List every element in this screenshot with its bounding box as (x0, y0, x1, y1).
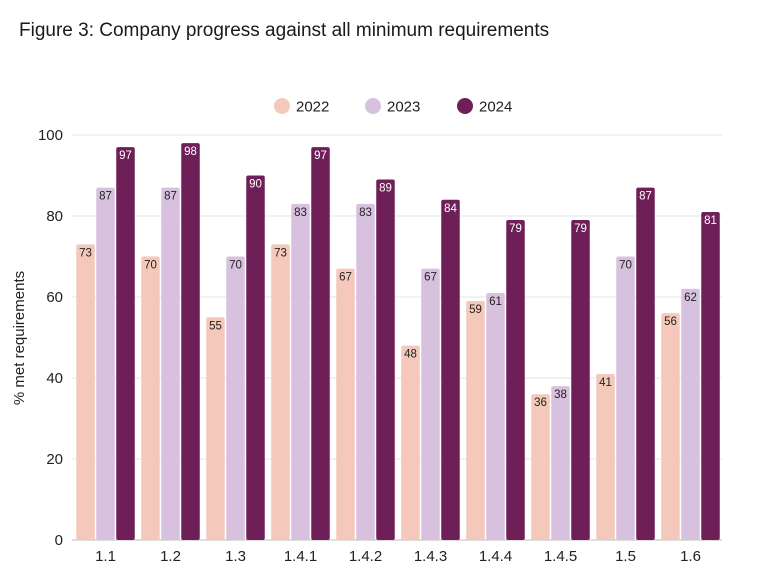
bar-2024-1.4.3 (441, 199, 460, 541)
x-tick-label: 1.2 (160, 548, 181, 565)
y-tick-label: 60 (46, 289, 63, 306)
x-tick-label: 1.4.3 (414, 548, 447, 565)
data-label: 81 (704, 215, 717, 227)
bar-2024-1.4.1 (311, 147, 330, 540)
data-label: 73 (79, 247, 92, 259)
legend: 2022 2023 2024 (274, 98, 512, 116)
bar-2022-1.5 (596, 373, 615, 540)
bar-2022-1.1 (76, 244, 95, 540)
data-label: 89 (379, 183, 392, 195)
legend-swatch-2024 (457, 98, 473, 114)
x-tick-label: 1.5 (615, 548, 636, 565)
data-label: 98 (184, 146, 197, 158)
data-label: 90 (249, 179, 262, 191)
x-tick-label: 1.4.1 (284, 548, 317, 565)
y-axis-label: % met requirements (11, 271, 28, 405)
y-tick-label: 100 (38, 127, 63, 144)
data-label: 70 (229, 260, 242, 272)
chart-title: Figure 3: Company progress against all m… (19, 20, 550, 41)
bar-2024-1.4.5 (571, 220, 590, 541)
bar-2023-1.4.3 (421, 268, 440, 540)
data-label: 59 (469, 304, 482, 316)
data-label: 83 (294, 207, 307, 219)
legend-label-2024: 2024 (479, 99, 512, 116)
data-label: 61 (489, 296, 502, 308)
bar-2023-1.4.2 (356, 203, 375, 540)
data-label: 84 (444, 203, 457, 215)
legend-label-2023: 2023 (387, 99, 420, 116)
x-tick-label: 1.1 (95, 548, 116, 565)
data-label: 38 (554, 389, 567, 401)
data-label: 73 (274, 247, 287, 259)
data-label: 83 (359, 207, 372, 219)
bar-2023-1.2 (161, 187, 180, 540)
bar-2022-1.4.4 (466, 301, 485, 540)
legend-label-2022: 2022 (296, 99, 329, 116)
y-tick-label: 20 (46, 451, 63, 468)
data-label: 87 (164, 191, 177, 203)
bar-2024-1.5 (636, 187, 655, 540)
bar-2024-1.1 (116, 147, 135, 540)
x-tick-label: 1.4.5 (544, 548, 577, 565)
bar-2022-1.3 (206, 317, 225, 540)
data-label: 70 (144, 260, 157, 272)
bar-2023-1.1 (96, 187, 115, 540)
bar-2022-1.4.5 (531, 394, 550, 540)
data-label: 67 (339, 272, 352, 284)
data-label: 41 (599, 377, 612, 389)
x-tick-label: 1.4.2 (349, 548, 382, 565)
y-tick-label: 40 (46, 370, 63, 387)
data-label: 97 (119, 150, 132, 162)
bar-2023-1.4.4 (486, 292, 505, 540)
data-label: 79 (509, 223, 522, 235)
data-label: 62 (684, 292, 697, 304)
bar-2023-1.5 (616, 256, 635, 540)
bars: 73 87 97 70 87 98 55 70 90 73 83 97 67 83 89 48 67 84 59 61… (76, 143, 720, 541)
bar-2023-1.4.5 (551, 386, 570, 540)
axes: 0 20 40 60 80 100 1.1 1.2 1.3 1.4.1 1.4.2 1.4.3 1.4.… (38, 127, 701, 565)
data-label: 79 (574, 223, 587, 235)
legend-swatch-2023 (365, 98, 381, 114)
bar-2023-1.6 (681, 288, 700, 540)
data-label: 70 (619, 260, 632, 272)
bar-2022-1.6 (661, 313, 680, 540)
bar-2022-1.4.3 (401, 345, 420, 540)
bar-2024-1.4.4 (506, 220, 525, 541)
bar-2024-1.3 (246, 175, 265, 540)
x-tick-label: 1.3 (225, 548, 246, 565)
bar-2022-1.4.2 (336, 268, 355, 540)
bar-2024-1.2 (181, 143, 200, 540)
data-label: 36 (534, 397, 547, 409)
data-label: 87 (99, 191, 112, 203)
y-tick-label: 80 (46, 208, 63, 225)
bar-2022-1.4.1 (271, 244, 290, 540)
x-tick-label: 1.6 (680, 548, 701, 565)
bar-2023-1.3 (226, 256, 245, 540)
y-tick-label: 0 (55, 532, 63, 549)
data-label: 56 (664, 316, 677, 328)
x-tick-label: 1.4.4 (479, 548, 512, 565)
data-label: 87 (639, 191, 652, 203)
bar-2024-1.4.2 (376, 179, 395, 541)
data-label: 55 (209, 320, 222, 332)
bar-2023-1.4.1 (291, 203, 310, 540)
data-label: 97 (314, 150, 327, 162)
data-label: 67 (424, 272, 437, 284)
data-label: 48 (404, 349, 417, 361)
legend-swatch-2022 (274, 98, 290, 114)
bar-2024-1.6 (701, 211, 720, 540)
bar-2022-1.2 (141, 256, 160, 540)
